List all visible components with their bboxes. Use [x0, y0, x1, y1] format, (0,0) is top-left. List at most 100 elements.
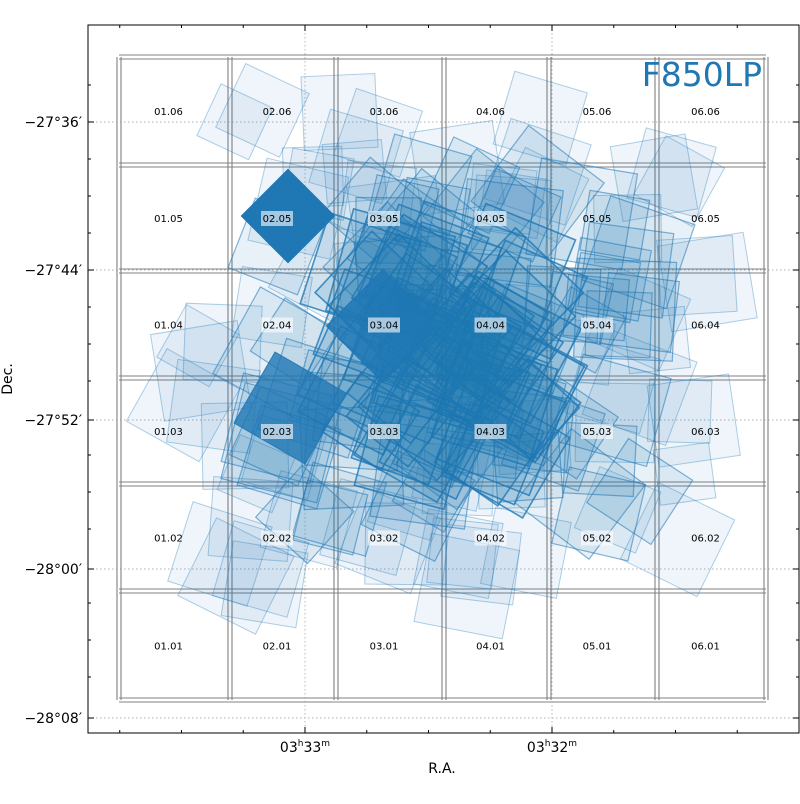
footprint-square [572, 257, 678, 362]
footprint-square [652, 441, 717, 506]
footprint-square [619, 481, 736, 598]
tile-label-bg [368, 424, 400, 439]
tile-label: 03.05 [370, 214, 399, 225]
footprint-square [321, 138, 388, 205]
tile-label-bg [368, 211, 400, 226]
tile-label: 03.03 [370, 427, 399, 438]
footprint-square [177, 517, 295, 635]
tile-label: 06.05 [691, 214, 720, 225]
footprint-square [394, 176, 472, 254]
footprint-square [125, 347, 241, 463]
footprint-square [470, 174, 552, 256]
y-tick-label: −27°44′ [24, 263, 82, 279]
y-tick-label: −28°08′ [24, 711, 82, 727]
plot-frame [87, 24, 800, 734]
tile-label: 05.01 [583, 642, 612, 653]
tile-label: 02.06 [263, 107, 292, 118]
footprint-square [657, 231, 758, 333]
tile-label: 04.04 [476, 321, 505, 332]
footprint-square [564, 337, 662, 435]
tile-label-bg [474, 317, 507, 333]
footprint-square [525, 157, 639, 271]
tile-label-bg [474, 530, 507, 546]
footprint-square [413, 532, 521, 640]
tile-label: 04.02 [476, 534, 505, 545]
footprint-square [352, 370, 486, 504]
tile-label: 06.03 [691, 427, 720, 438]
footprint-square [196, 83, 274, 161]
tile-grid [116, 54, 769, 703]
footprint-square [300, 72, 379, 152]
footprint-square [584, 290, 653, 359]
tile-label: 06.04 [691, 321, 720, 332]
footprint-square [479, 506, 572, 599]
y-tick-label: −28°00′ [24, 562, 82, 578]
tile-label: 05.05 [583, 214, 612, 225]
footprint-square [633, 135, 726, 228]
y-axis-label: Dec. [0, 363, 16, 395]
axis-ticks: 03h33m 03h32m −27°36′ −27°44′ −27°52′ −28°00′… [24, 25, 799, 756]
chart-title: F850LP [642, 55, 762, 94]
tile-label: 05.06 [583, 107, 612, 118]
tile-label-bg [261, 317, 293, 333]
tile-label-bg [581, 530, 613, 546]
tile-label: 06.02 [691, 534, 720, 545]
tile-label: 02.05 [263, 214, 292, 225]
tile-label: 02.04 [263, 321, 292, 332]
tile-label-bg [261, 530, 293, 546]
tile-label-bg [581, 424, 613, 439]
tile-label: 05.03 [583, 427, 612, 438]
tile-label: 02.01 [263, 642, 292, 653]
x-axis-label: R.A. [428, 761, 455, 777]
y-tick-label: −27°52′ [24, 413, 82, 429]
tile-label-bg [368, 530, 400, 546]
tile-label: 03.02 [370, 534, 399, 545]
footprint-square [156, 303, 240, 388]
tile-label: 02.02 [263, 534, 292, 545]
tile-label-bg [474, 424, 507, 439]
footprint-square [593, 193, 663, 264]
footprint-square [216, 433, 296, 514]
tile-label-bg [261, 211, 293, 226]
footprint-square [448, 202, 577, 331]
footprint-square [439, 249, 577, 387]
tile-label: 02.03 [263, 427, 292, 438]
tile-label: 05.02 [583, 534, 612, 545]
tile-labels: 01.06 02.06 03.06 04.06 05.06 06.06 01.05 02.05… [154, 107, 720, 653]
footprint-square [656, 234, 738, 317]
tile-label: 06.06 [691, 107, 720, 118]
tile-label: 03.06 [370, 107, 399, 118]
footprint-square [626, 127, 717, 219]
footprint-square [378, 384, 495, 501]
footprint-square [569, 251, 642, 324]
tile-label: 01.06 [154, 107, 183, 118]
tile-label-bg [368, 317, 400, 333]
tile-label: 04.01 [476, 642, 505, 653]
footprint-square [483, 117, 592, 226]
tile-label: 04.05 [476, 214, 505, 225]
tile-label: 03.04 [370, 321, 399, 332]
y-tick-label: −27°36′ [24, 115, 82, 131]
footprint-square [646, 373, 741, 468]
footprint-square [167, 501, 273, 607]
tile-label-bg [261, 424, 293, 439]
tile-label: 01.03 [154, 427, 183, 438]
footprint-square [551, 466, 647, 562]
tile-label: 01.02 [154, 534, 183, 545]
footprint-square [215, 62, 310, 158]
tile-label: 01.05 [154, 214, 183, 225]
footprint-square [332, 87, 424, 178]
tile-label: 04.06 [476, 107, 505, 118]
footprint-square [440, 400, 545, 506]
tile-label: 01.01 [154, 642, 183, 653]
exposure-footprints [125, 62, 758, 640]
tile-label: 01.04 [154, 321, 183, 332]
x-tick-label: 03h32m [527, 739, 577, 756]
tile-label: 05.04 [583, 321, 612, 332]
x-tick-label: 03h33m [280, 739, 330, 756]
tile-label-bg [474, 211, 507, 226]
tile-label-bg [581, 317, 613, 333]
tile-label: 03.01 [370, 642, 399, 653]
